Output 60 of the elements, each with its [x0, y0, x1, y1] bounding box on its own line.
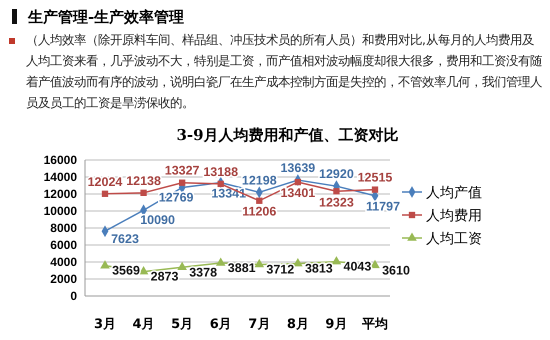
data-label: 12198 [242, 173, 277, 188]
text: （人均效率（除开原料车间、样品组、冲压技术员的所有人员）和费用对比,从每月的人均费用及人均工资来看，几乎波动不大，特别是工资，而产值相对波动幅度却很大很多，费用和工资没有随着产值波动而有序的波动，说明白瓷厂在生产成本控制方面是失控的，不管效率几何，我们管理人员及员工的工资是旱涝保收的。 [26, 32, 542, 112]
data-label: 12920 [319, 167, 354, 182]
point [102, 190, 108, 197]
y-tick-label: 16000 [44, 153, 78, 167]
chart-title: 3-9月人均费用和产值、工资对比 [176, 126, 399, 144]
point [178, 180, 186, 186]
point [256, 198, 262, 204]
point [138, 266, 148, 274]
x-tick-label: 5月 [171, 317, 194, 332]
y-tick-label: 6000 [50, 238, 78, 252]
point [332, 256, 342, 264]
data-label: 12024 [88, 174, 122, 189]
point [218, 180, 224, 188]
data-label: 13401 [280, 186, 316, 200]
y-tick-label: 2000 [50, 272, 78, 286]
point [372, 186, 378, 193]
data-label: 10090 [140, 213, 175, 228]
data-label: 7623 [111, 232, 139, 246]
data-label: 13188 [203, 164, 238, 179]
y-tick-label: 8000 [50, 221, 78, 235]
point [254, 258, 264, 268]
data-label: 3881 [228, 261, 256, 276]
data-label: 3813 [304, 262, 333, 276]
point [100, 260, 110, 268]
x-tick-label: 7月 [248, 317, 270, 332]
y-tick-label: 14000 [44, 170, 78, 184]
x-tick-label: 9月 [325, 317, 348, 332]
data-label: 12515 [358, 170, 392, 185]
data-label: 13639 [280, 161, 316, 176]
legend-label: 人均费用 [426, 208, 482, 224]
point [140, 190, 147, 196]
data-label: 2873 [150, 270, 179, 284]
point [216, 257, 226, 266]
data-label: 13327 [164, 164, 200, 178]
y-tick-label: 4000 [50, 255, 78, 269]
point [177, 262, 187, 270]
data-label: 12323 [319, 195, 354, 210]
data-label: 3712 [266, 262, 294, 276]
point [293, 258, 303, 266]
x-tick-label: 6月 [210, 317, 232, 332]
data-label: 3610 [382, 263, 410, 278]
text: 生产管理-生产效率管理 [27, 8, 184, 26]
data-label: 4043 [344, 260, 372, 274]
data-label: 11797 [366, 200, 400, 214]
y-tick-label: 12000 [44, 187, 78, 201]
y-tick-label: 10000 [44, 204, 78, 218]
x-tick-label: 平均 [361, 317, 388, 332]
legend-label: 人均工资 [426, 231, 482, 247]
legend-label: 人均产值 [426, 185, 482, 201]
data-label: 11206 [242, 204, 276, 219]
data-label: 12138 [126, 174, 161, 188]
x-tick-label: 8月 [286, 317, 309, 332]
x-tick-label: 4月 [132, 317, 155, 332]
data-label: 13341 [211, 186, 246, 201]
data-label: 3378 [189, 265, 218, 280]
y-tick-label: 0 [70, 289, 78, 303]
point [333, 188, 340, 194]
x-tick-label: 3月 [94, 317, 116, 332]
point [294, 178, 302, 186]
